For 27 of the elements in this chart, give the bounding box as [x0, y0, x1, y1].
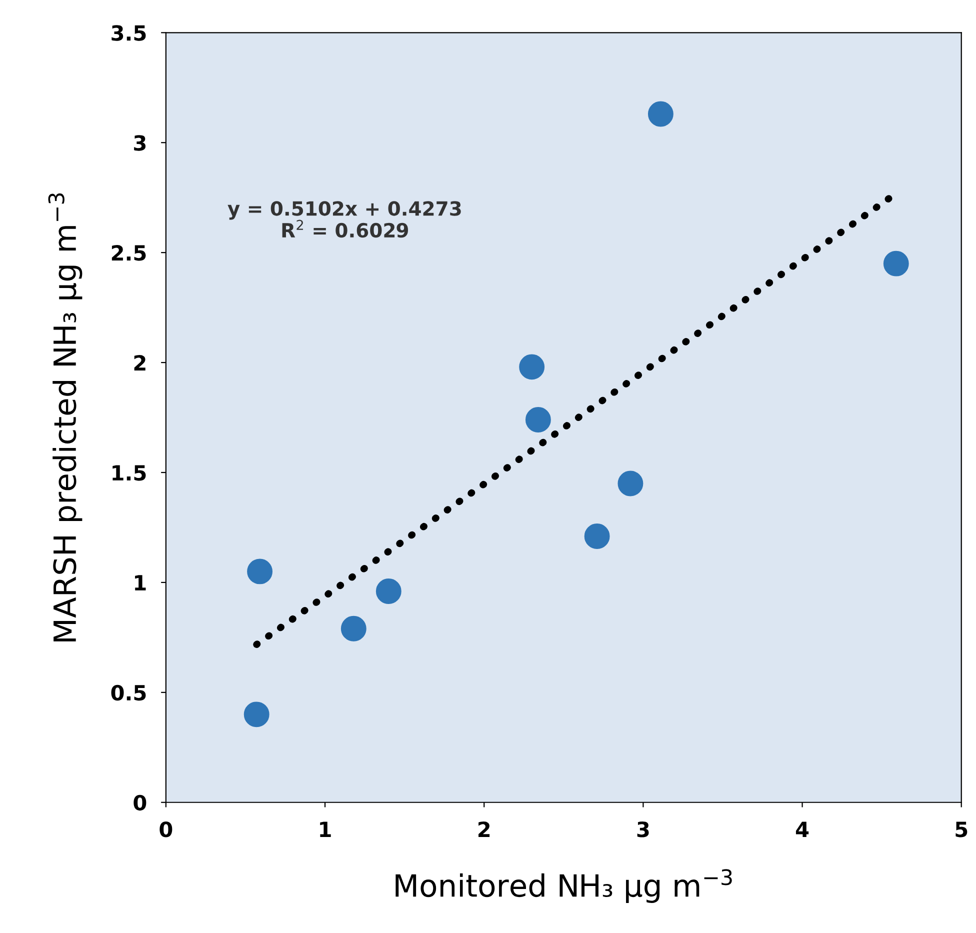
x-tick-label: 5 [956, 822, 968, 838]
y-tick-label: 1 [135, 575, 146, 590]
x-tick-label: 0 [160, 822, 172, 838]
y-tick-label: 2.5 [112, 245, 146, 261]
y-tick-label: 3.5 [112, 25, 146, 41]
y-tick-label: 0 [134, 794, 146, 811]
x-tick-label: 1 [320, 822, 331, 837]
point [648, 101, 674, 127]
x-tick-label: 4 [796, 822, 809, 837]
point [525, 406, 551, 432]
annotation: y = 0.5102x + 0.4273 R$^{2}$ = 0.6029 [228, 201, 461, 238]
x-axis-title: Monitored NH₃ µg m$^{−3}$ [396, 869, 732, 903]
point [247, 558, 273, 584]
point [519, 354, 545, 380]
y-axis-title: MARSH predicted NH₃ µg m$^{−3}$ [48, 193, 82, 642]
y-tick-label: 0.5 [111, 684, 146, 701]
y-tick-label: 2 [134, 354, 146, 370]
point [340, 616, 366, 642]
point [244, 702, 270, 728]
x-tick-label: 2 [478, 822, 490, 837]
point [376, 578, 402, 604]
y-tick-label: 1.5 [112, 465, 146, 481]
y-tick-label: 3 [134, 135, 146, 151]
x-tick-label: 3 [637, 822, 649, 838]
point [883, 250, 909, 276]
point [618, 470, 644, 496]
point [584, 524, 610, 549]
